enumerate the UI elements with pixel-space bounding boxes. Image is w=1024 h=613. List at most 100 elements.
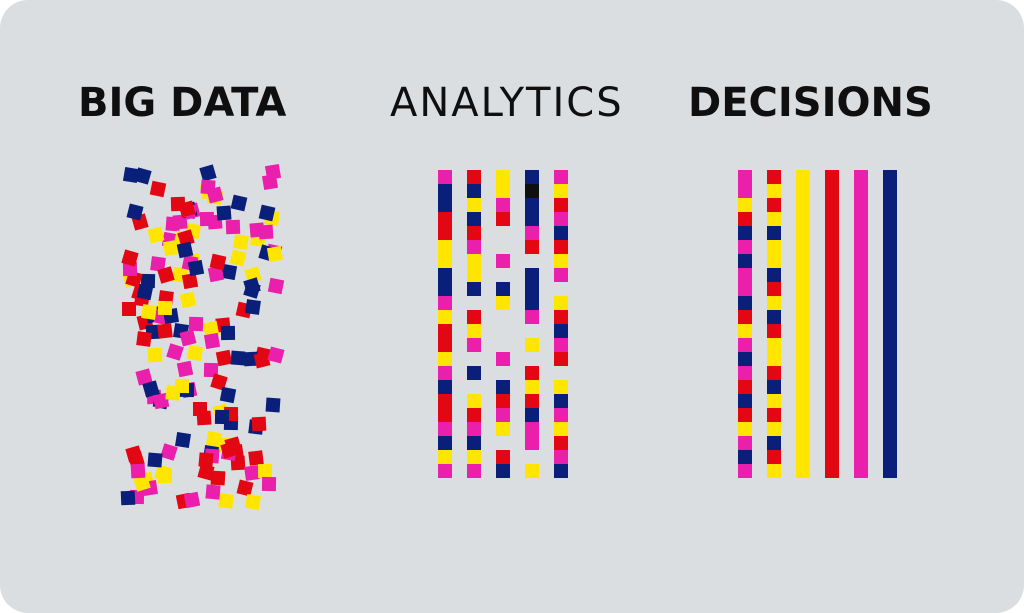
data-square bbox=[767, 464, 781, 478]
data-square bbox=[158, 301, 172, 315]
data-square bbox=[825, 296, 839, 310]
data-square bbox=[467, 198, 481, 212]
data-square bbox=[854, 268, 868, 282]
data-square bbox=[854, 436, 868, 450]
data-square bbox=[268, 278, 284, 294]
data-square bbox=[767, 254, 781, 268]
data-square bbox=[525, 170, 539, 184]
data-square bbox=[141, 304, 157, 320]
data-square bbox=[883, 450, 897, 464]
data-square bbox=[738, 324, 752, 338]
data-square bbox=[767, 436, 781, 450]
data-square bbox=[767, 310, 781, 324]
data-square bbox=[854, 184, 868, 198]
data-square bbox=[825, 254, 839, 268]
data-square bbox=[554, 408, 568, 422]
data-square bbox=[738, 198, 752, 212]
data-square bbox=[796, 366, 810, 380]
data-square bbox=[825, 170, 839, 184]
data-square bbox=[825, 226, 839, 240]
data-square bbox=[796, 198, 810, 212]
data-square bbox=[179, 292, 196, 309]
data-square bbox=[554, 464, 568, 478]
data-square bbox=[796, 170, 810, 184]
data-square bbox=[525, 282, 539, 296]
data-square bbox=[825, 310, 839, 324]
data-square bbox=[467, 184, 481, 198]
data-square bbox=[467, 212, 481, 226]
data-square bbox=[496, 296, 510, 310]
data-square bbox=[883, 170, 897, 184]
data-square bbox=[230, 351, 245, 366]
data-square bbox=[217, 205, 232, 220]
data-square bbox=[825, 240, 839, 254]
data-square bbox=[259, 225, 274, 240]
data-square bbox=[525, 464, 539, 478]
data-square bbox=[883, 310, 897, 324]
data-square bbox=[796, 226, 810, 240]
data-square bbox=[767, 366, 781, 380]
data-square bbox=[796, 408, 810, 422]
data-square bbox=[854, 170, 868, 184]
data-square bbox=[554, 338, 568, 352]
data-square bbox=[265, 164, 281, 180]
data-square bbox=[554, 212, 568, 226]
data-square bbox=[438, 170, 452, 184]
data-square bbox=[796, 296, 810, 310]
data-square bbox=[767, 184, 781, 198]
data-square bbox=[738, 352, 752, 366]
data-square bbox=[738, 436, 752, 450]
data-square bbox=[467, 366, 481, 380]
data-square bbox=[438, 394, 452, 408]
data-square bbox=[738, 394, 752, 408]
data-square bbox=[496, 394, 510, 408]
data-square bbox=[554, 170, 568, 184]
data-square bbox=[525, 296, 539, 310]
data-square bbox=[767, 170, 781, 184]
data-square bbox=[438, 310, 452, 324]
data-square bbox=[496, 170, 510, 184]
data-square bbox=[496, 254, 510, 268]
data-square bbox=[252, 416, 267, 431]
data-square bbox=[496, 212, 510, 226]
data-square bbox=[796, 310, 810, 324]
data-square bbox=[175, 379, 189, 393]
data-square bbox=[883, 464, 897, 478]
data-square bbox=[825, 464, 839, 478]
data-square bbox=[883, 408, 897, 422]
data-square bbox=[467, 422, 481, 436]
data-square bbox=[554, 450, 568, 464]
data-square bbox=[738, 408, 752, 422]
data-square bbox=[796, 380, 810, 394]
data-square bbox=[525, 268, 539, 282]
data-square bbox=[525, 394, 539, 408]
data-square bbox=[796, 338, 810, 352]
data-square bbox=[496, 282, 510, 296]
data-square bbox=[136, 331, 152, 347]
data-square bbox=[525, 198, 539, 212]
data-square bbox=[554, 226, 568, 240]
data-square bbox=[738, 170, 752, 184]
data-square bbox=[467, 226, 481, 240]
data-square bbox=[467, 254, 481, 268]
data-square bbox=[218, 493, 233, 508]
data-square bbox=[467, 464, 481, 478]
data-square bbox=[438, 436, 452, 450]
data-square bbox=[738, 380, 752, 394]
data-square bbox=[438, 366, 452, 380]
data-square bbox=[467, 324, 481, 338]
data-square bbox=[767, 198, 781, 212]
data-square bbox=[796, 184, 810, 198]
data-square bbox=[883, 380, 897, 394]
data-square bbox=[496, 464, 510, 478]
data-square bbox=[854, 310, 868, 324]
data-square bbox=[148, 452, 163, 467]
data-square bbox=[554, 184, 568, 198]
data-square bbox=[525, 380, 539, 394]
data-square bbox=[467, 450, 481, 464]
data-square bbox=[496, 198, 510, 212]
data-square bbox=[131, 464, 146, 479]
data-square bbox=[883, 268, 897, 282]
data-square bbox=[883, 394, 897, 408]
data-square bbox=[525, 184, 539, 198]
